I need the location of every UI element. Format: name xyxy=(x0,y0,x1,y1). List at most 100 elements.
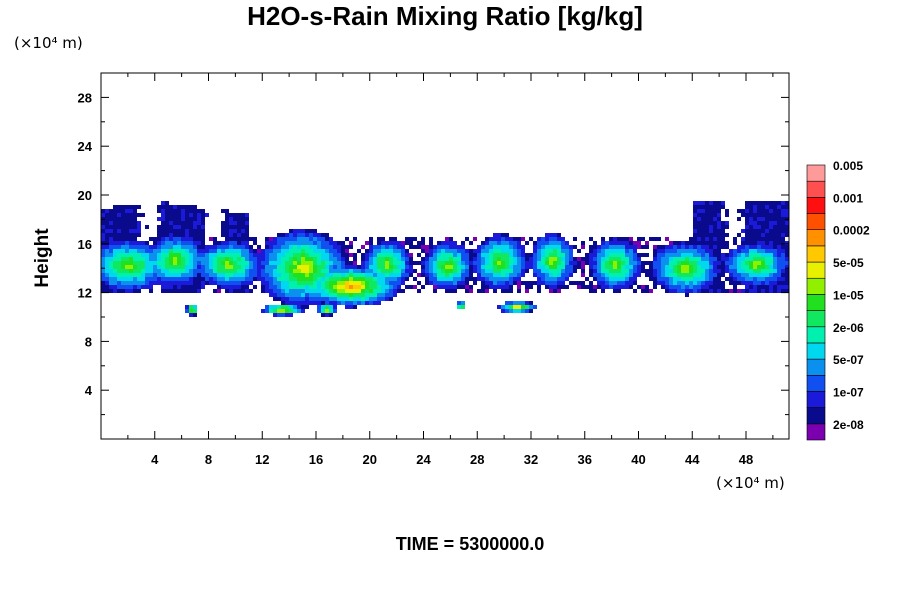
field-cell xyxy=(713,245,717,249)
field-cell xyxy=(597,249,601,253)
field-cell xyxy=(409,285,413,289)
field-cell xyxy=(405,265,409,269)
field-cell xyxy=(597,253,601,257)
field-cell xyxy=(653,245,657,249)
field-cell xyxy=(489,261,493,265)
field-cell xyxy=(605,281,609,285)
field-cell xyxy=(597,261,601,265)
field-cell xyxy=(717,269,721,273)
field-cell xyxy=(317,285,321,289)
field-cell xyxy=(113,281,117,285)
field-cell xyxy=(773,257,777,261)
field-cell xyxy=(185,205,189,209)
field-cell xyxy=(517,265,521,269)
field-cell xyxy=(341,293,345,297)
field-cell xyxy=(477,249,481,253)
field-cell xyxy=(113,257,117,261)
field-cell xyxy=(229,277,233,281)
field-cell xyxy=(113,213,117,217)
field-cell xyxy=(725,269,729,273)
field-cell xyxy=(745,249,749,253)
y-axis-label: Height xyxy=(32,228,53,288)
field-cell xyxy=(381,265,385,269)
field-cell xyxy=(401,273,405,277)
field-cell xyxy=(261,285,265,289)
field-cell xyxy=(109,257,113,261)
field-cell xyxy=(317,297,321,301)
field-cell xyxy=(473,249,477,253)
field-cell xyxy=(577,265,581,269)
field-cell xyxy=(253,285,257,289)
field-cell xyxy=(237,285,241,289)
field-cell xyxy=(633,261,637,265)
field-cell xyxy=(297,253,301,257)
field-cell xyxy=(269,249,273,253)
field-cell xyxy=(181,241,185,245)
field-cell xyxy=(301,253,305,257)
field-cell xyxy=(733,253,737,257)
field-cell xyxy=(257,245,261,249)
field-cell xyxy=(385,241,389,245)
field-cell xyxy=(329,293,333,297)
field-cell xyxy=(441,261,445,265)
field-cell xyxy=(717,201,721,205)
field-cell xyxy=(277,289,281,293)
field-cell xyxy=(461,253,465,257)
field-cell xyxy=(473,277,477,281)
field-cell xyxy=(665,273,669,277)
field-cell xyxy=(433,289,437,293)
field-cell xyxy=(129,229,133,233)
field-cell xyxy=(229,253,233,257)
field-cell xyxy=(725,289,729,293)
field-cell xyxy=(777,273,781,277)
field-cell xyxy=(261,277,265,281)
field-cell xyxy=(193,289,197,293)
field-cell xyxy=(217,277,221,281)
y-tick-label: 12 xyxy=(78,286,92,301)
field-cell xyxy=(681,273,685,277)
field-cell xyxy=(701,225,705,229)
field-cell xyxy=(497,245,501,249)
field-cell xyxy=(513,309,517,313)
field-cell xyxy=(757,221,761,225)
field-cell xyxy=(573,265,577,269)
field-cell xyxy=(229,237,233,241)
field-cell xyxy=(313,249,317,253)
field-cell xyxy=(177,241,181,245)
field-cell xyxy=(781,245,785,249)
field-cell xyxy=(241,281,245,285)
field-cell xyxy=(281,297,285,301)
field-cell xyxy=(389,241,393,245)
field-cell xyxy=(585,277,589,281)
field-cell xyxy=(785,289,789,293)
field-cell xyxy=(193,305,197,309)
field-cell xyxy=(537,285,541,289)
field-cell xyxy=(281,277,285,281)
field-cell xyxy=(369,237,373,241)
field-cell xyxy=(725,225,729,229)
field-cell xyxy=(309,301,313,305)
field-cell xyxy=(193,233,197,237)
field-cell xyxy=(157,229,161,233)
field-cell xyxy=(513,281,517,285)
field-cell xyxy=(237,249,241,253)
field-cell xyxy=(465,265,469,269)
field-cell xyxy=(305,297,309,301)
field-cell xyxy=(309,257,313,261)
field-cell xyxy=(509,237,513,241)
colorbar-swatch xyxy=(806,245,826,263)
field-cell xyxy=(537,249,541,253)
field-cell xyxy=(565,241,569,245)
field-cell xyxy=(125,213,129,217)
field-cell xyxy=(705,241,709,245)
field-cell xyxy=(301,277,305,281)
field-cell xyxy=(333,269,337,273)
field-cell xyxy=(513,273,517,277)
field-cell xyxy=(553,269,557,273)
field-cell xyxy=(153,237,157,241)
field-cell xyxy=(481,273,485,277)
field-cell xyxy=(457,269,461,273)
field-cell xyxy=(533,273,537,277)
field-cell xyxy=(317,301,321,305)
field-cell xyxy=(401,261,405,265)
